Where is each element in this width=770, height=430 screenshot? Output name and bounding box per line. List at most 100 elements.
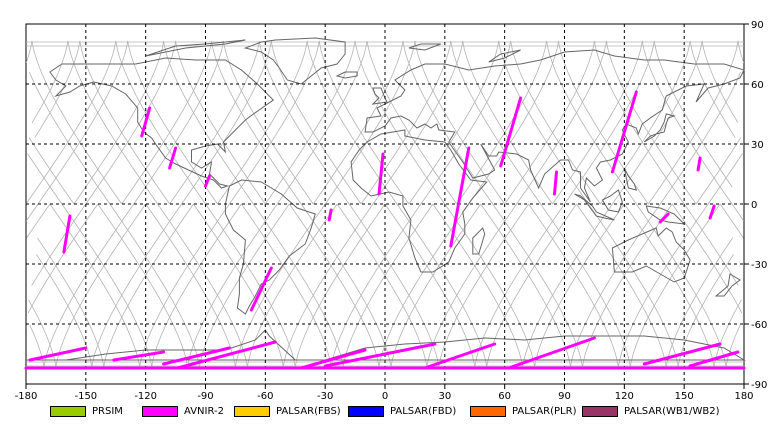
avnir2-swath [168,146,178,170]
legend-label: PALSAR(FBD) [390,405,457,417]
lat-tick-label: 0 [751,200,757,211]
latitude-axis: 90 60 30 0 -30 -60 -90 [744,20,767,391]
avnir2-swath [28,346,88,362]
legend-swatch [50,405,86,417]
avnir2-swath [642,342,722,366]
lon-tick-label: 60 [498,391,511,400]
lon-tick-label: -90 [197,391,213,400]
avnir2-swath [140,106,152,138]
avnir2-swaths [24,90,746,370]
orbit-track [552,40,745,222]
orbit-track [193,40,553,368]
legend-item: PALSAR(PLR) [470,401,576,421]
world-map: -180 -150 -120 -90 -60 -30 0 30 60 90 120 150 180 90… [15,20,768,402]
legend-item: PALSAR(FBD) [348,401,456,421]
lat-tick-label: 30 [751,140,764,151]
avnir2-swath [423,342,497,370]
orbit-track [25,40,218,222]
orbit-track [384,40,733,368]
coastline-indonesia [574,193,615,221]
lon-tick-label: 150 [675,391,694,400]
orbit-track [336,40,697,368]
coastline-japan [643,113,676,143]
avnir2-swath [377,152,385,196]
avnir2-swath [249,266,273,312]
legend-swatch [470,405,506,417]
coastline-greenland [243,37,346,85]
legend-label: PRSIM [92,405,123,417]
avnir2-swath [499,96,523,168]
lat-tick-label: -30 [751,260,767,271]
orbit-track [241,40,601,368]
orbit-track [27,203,99,314]
lat-tick-label: 60 [751,80,764,91]
lon-tick-label: 30 [438,391,451,400]
coastline-iceland [335,71,358,79]
longitude-axis: -180 -150 -120 -90 -60 -30 0 30 60 90 120 150 180 [15,384,754,402]
sensor-legend: PRSIM AVNIR-2 PALSAR(FBS) PALSAR(FBD) PALSAR… [0,401,770,421]
avnir2-swath [553,170,558,196]
avnir2-swath [658,212,670,224]
orbit-track [695,137,742,205]
avnir2-swath [610,90,638,174]
coastline-north-america [49,57,275,189]
lat-tick-label: -90 [751,380,767,391]
coastline-novaya-zemlya [488,49,521,63]
coastline-new-zealand [714,273,741,297]
orbit-track [312,40,673,368]
avnir2-swath [62,214,72,254]
graticule [26,24,744,384]
lon-tick-label: 180 [734,391,753,400]
avnir2-swath [162,346,231,366]
lon-tick-label: 120 [615,391,634,400]
coastline-south-america [224,179,316,315]
legend-swatch [348,405,384,417]
coastline-antarctica [26,329,746,361]
orbit-track [600,40,736,205]
orbit-track [504,40,739,286]
orbit-track [26,203,51,239]
legend-label: PALSAR(WB1/WB2) [624,405,720,417]
legend-label: PALSAR(PLR) [512,405,577,417]
coastline-arctic-islands [145,39,246,57]
legend-swatch [234,405,270,417]
avnir2-swath [327,208,333,222]
coastline-europe-asia [364,49,745,203]
orbit-track [480,71,741,368]
orbit-track [671,203,743,314]
orbit-track [73,40,434,368]
orbit-track [97,40,458,368]
avnir2-swath [696,156,702,172]
coastline-new-guinea [645,205,686,225]
coastline-british-isles [371,87,388,105]
avnir2-swath [507,336,596,370]
legend-item: PRSIM [50,401,123,421]
lon-tick-label: -30 [317,391,333,400]
legend-item: AVNIR-2 [142,401,224,421]
orbit-track [456,40,741,368]
lat-tick-label: 90 [751,20,764,31]
orbit-track [719,203,744,239]
avnir2-swath [112,350,166,362]
lon-tick-label: -180 [15,391,38,400]
orbit-track [647,40,745,205]
orbit-track [34,40,170,205]
coastline-philippines [623,167,638,191]
orbit-track [29,71,290,368]
avnir2-swath [708,204,716,220]
orbit-track [28,137,75,205]
orbit-track [169,40,529,368]
orbit-track [528,153,743,368]
coastline-borneo [601,189,623,213]
legend-label: PALSAR(FBS) [276,405,341,417]
orbit-track [29,40,314,368]
coastline-svalbard [408,43,441,51]
avnir2-swath [176,340,277,370]
avnir2-swath [299,348,367,370]
orbit-track [25,40,123,205]
coastlines [26,37,746,361]
lon-tick-label: 0 [382,391,388,400]
coastline-africa [350,129,488,273]
legend-swatch [142,405,178,417]
legend-item: PALSAR(WB1/WB2) [582,401,720,421]
